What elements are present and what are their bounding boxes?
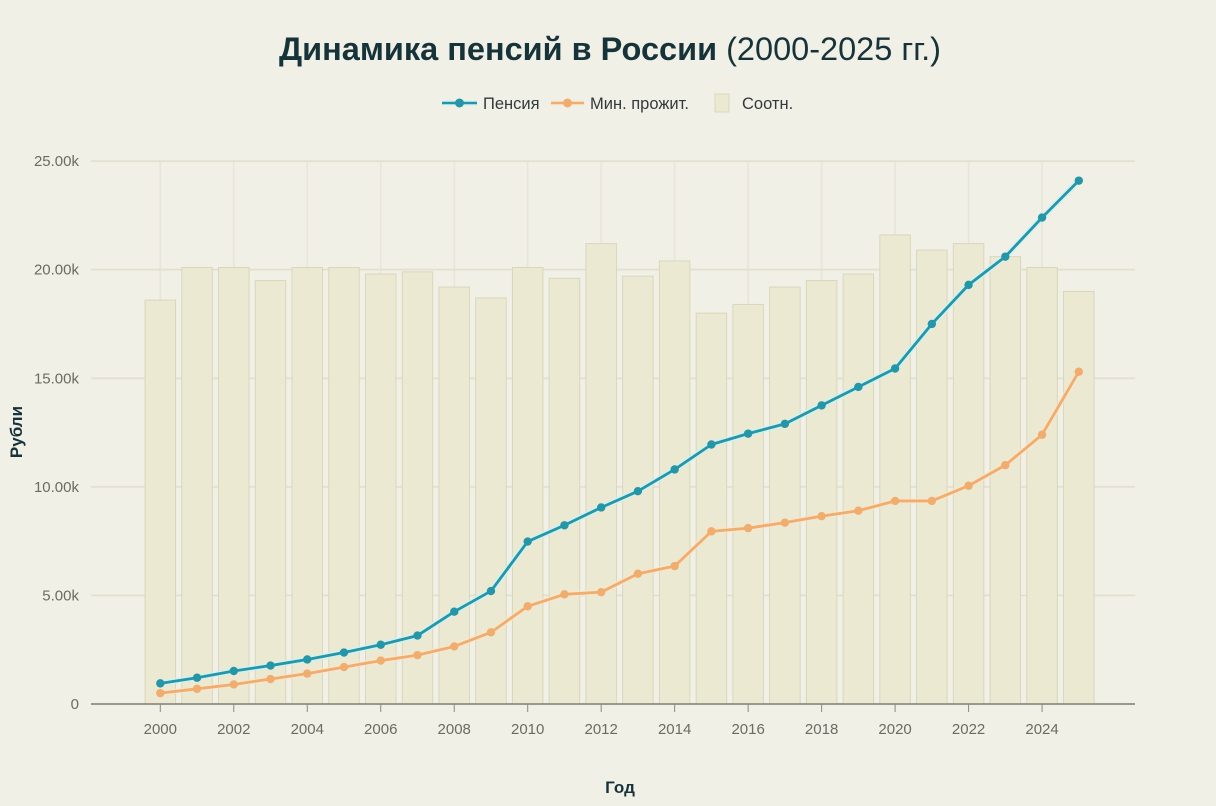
- svg-text:2020: 2020: [878, 721, 911, 738]
- svg-text:2022: 2022: [952, 721, 985, 738]
- svg-text:0: 0: [71, 696, 79, 713]
- svg-text:Рубли: Рубли: [7, 406, 26, 458]
- svg-text:Пенсия: Пенсия: [483, 95, 540, 113]
- svg-text:Год: Год: [605, 778, 635, 797]
- svg-text:25.00k: 25.00k: [34, 153, 80, 170]
- svg-text:2014: 2014: [658, 721, 691, 738]
- svg-text:2018: 2018: [805, 721, 838, 738]
- svg-text:2002: 2002: [217, 721, 250, 738]
- svg-text:2024: 2024: [1025, 721, 1058, 738]
- svg-text:2010: 2010: [511, 721, 544, 738]
- svg-text:2006: 2006: [364, 721, 397, 738]
- svg-text:2000: 2000: [144, 721, 177, 738]
- svg-text:5.00k: 5.00k: [42, 587, 79, 604]
- svg-text:2012: 2012: [584, 721, 617, 738]
- svg-text:Динамика пенсий в России (2000: Динамика пенсий в России (2000-2025 гг.): [279, 31, 941, 67]
- svg-text:2004: 2004: [291, 721, 324, 738]
- svg-text:Мин. прожит.: Мин. прожит.: [590, 95, 689, 113]
- svg-text:10.00k: 10.00k: [34, 479, 80, 496]
- svg-text:15.00k: 15.00k: [34, 370, 80, 387]
- svg-text:Соотн.: Соотн.: [742, 95, 793, 113]
- svg-text:2008: 2008: [438, 721, 471, 738]
- svg-text:2016: 2016: [731, 721, 764, 738]
- svg-text:20.00k: 20.00k: [34, 262, 80, 279]
